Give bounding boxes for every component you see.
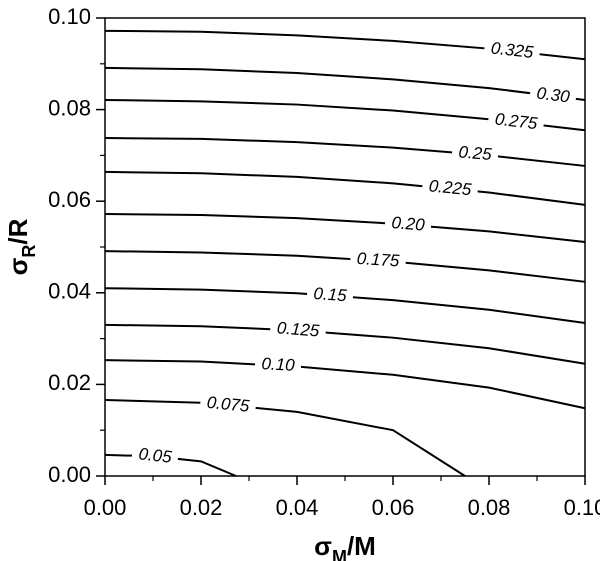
- contour-label-bg: [131, 444, 179, 469]
- contour-label: 0.20: [391, 213, 426, 235]
- x-axis-title-part: σ: [314, 531, 332, 561]
- contour-label: 0.30: [536, 84, 572, 107]
- x-tick-label: 0.02: [180, 495, 223, 520]
- contour-label: 0.25: [458, 142, 493, 164]
- contour-label: 0.275: [494, 109, 539, 133]
- contour-label-bg: [199, 392, 257, 418]
- contour-line: [104, 398, 466, 477]
- y-tick-label: 0.08: [48, 95, 91, 120]
- y-tick-label: 0.02: [48, 370, 91, 395]
- x-tick-label: 0.04: [276, 495, 319, 520]
- contour-line: [104, 323, 586, 365]
- y-axis-title-part: /R: [3, 218, 33, 244]
- contour-line: [104, 66, 586, 101]
- y-axis-title-part: σ: [3, 257, 33, 275]
- y-axis-title: σR/R: [3, 218, 39, 275]
- x-tick-label: 0.08: [468, 495, 511, 520]
- x-axis-title-part: M: [332, 547, 347, 561]
- contour-label-bg: [483, 38, 541, 65]
- contour-line: [104, 136, 586, 167]
- contour-label: 0.05: [138, 444, 173, 466]
- contour-label: 0.075: [206, 393, 251, 416]
- y-tick-label: 0.10: [48, 4, 91, 29]
- y-tick-label: 0.00: [48, 462, 91, 487]
- contour-line: [104, 250, 586, 283]
- contour-label-bg: [451, 142, 499, 167]
- contour-label-bg: [269, 318, 327, 343]
- x-axis-title-part: /M: [347, 531, 376, 561]
- plot-frame: [104, 17, 586, 477]
- x-tick-label: 0.06: [372, 495, 415, 520]
- contour-label: 0.125: [276, 318, 320, 340]
- contour-label-bg: [421, 176, 479, 202]
- contour-label-bg: [487, 109, 545, 136]
- contour-label: 0.15: [313, 284, 348, 305]
- x-axis-title: σM/M: [314, 531, 376, 561]
- contour-label: 0.225: [428, 176, 473, 199]
- y-axis-title-part: R: [19, 245, 39, 258]
- contour-label-bg: [349, 249, 407, 273]
- contour-label-bg: [528, 83, 578, 109]
- contour-label-bg: [306, 284, 354, 308]
- x-tick-label: 0.10: [564, 495, 600, 520]
- contour-label: 0.175: [356, 249, 400, 271]
- contour-label: 0.10: [261, 354, 296, 375]
- x-tick-label: 0.00: [84, 495, 127, 520]
- contour-line: [104, 213, 586, 243]
- contour-label-bg: [384, 213, 432, 237]
- y-tick-label: 0.04: [48, 279, 91, 304]
- contour-line: [104, 170, 586, 206]
- y-tick-label: 0.06: [48, 187, 91, 212]
- contour-label-bg: [254, 354, 302, 377]
- contour-line: [104, 359, 586, 410]
- contour-label: 0.325: [490, 38, 535, 62]
